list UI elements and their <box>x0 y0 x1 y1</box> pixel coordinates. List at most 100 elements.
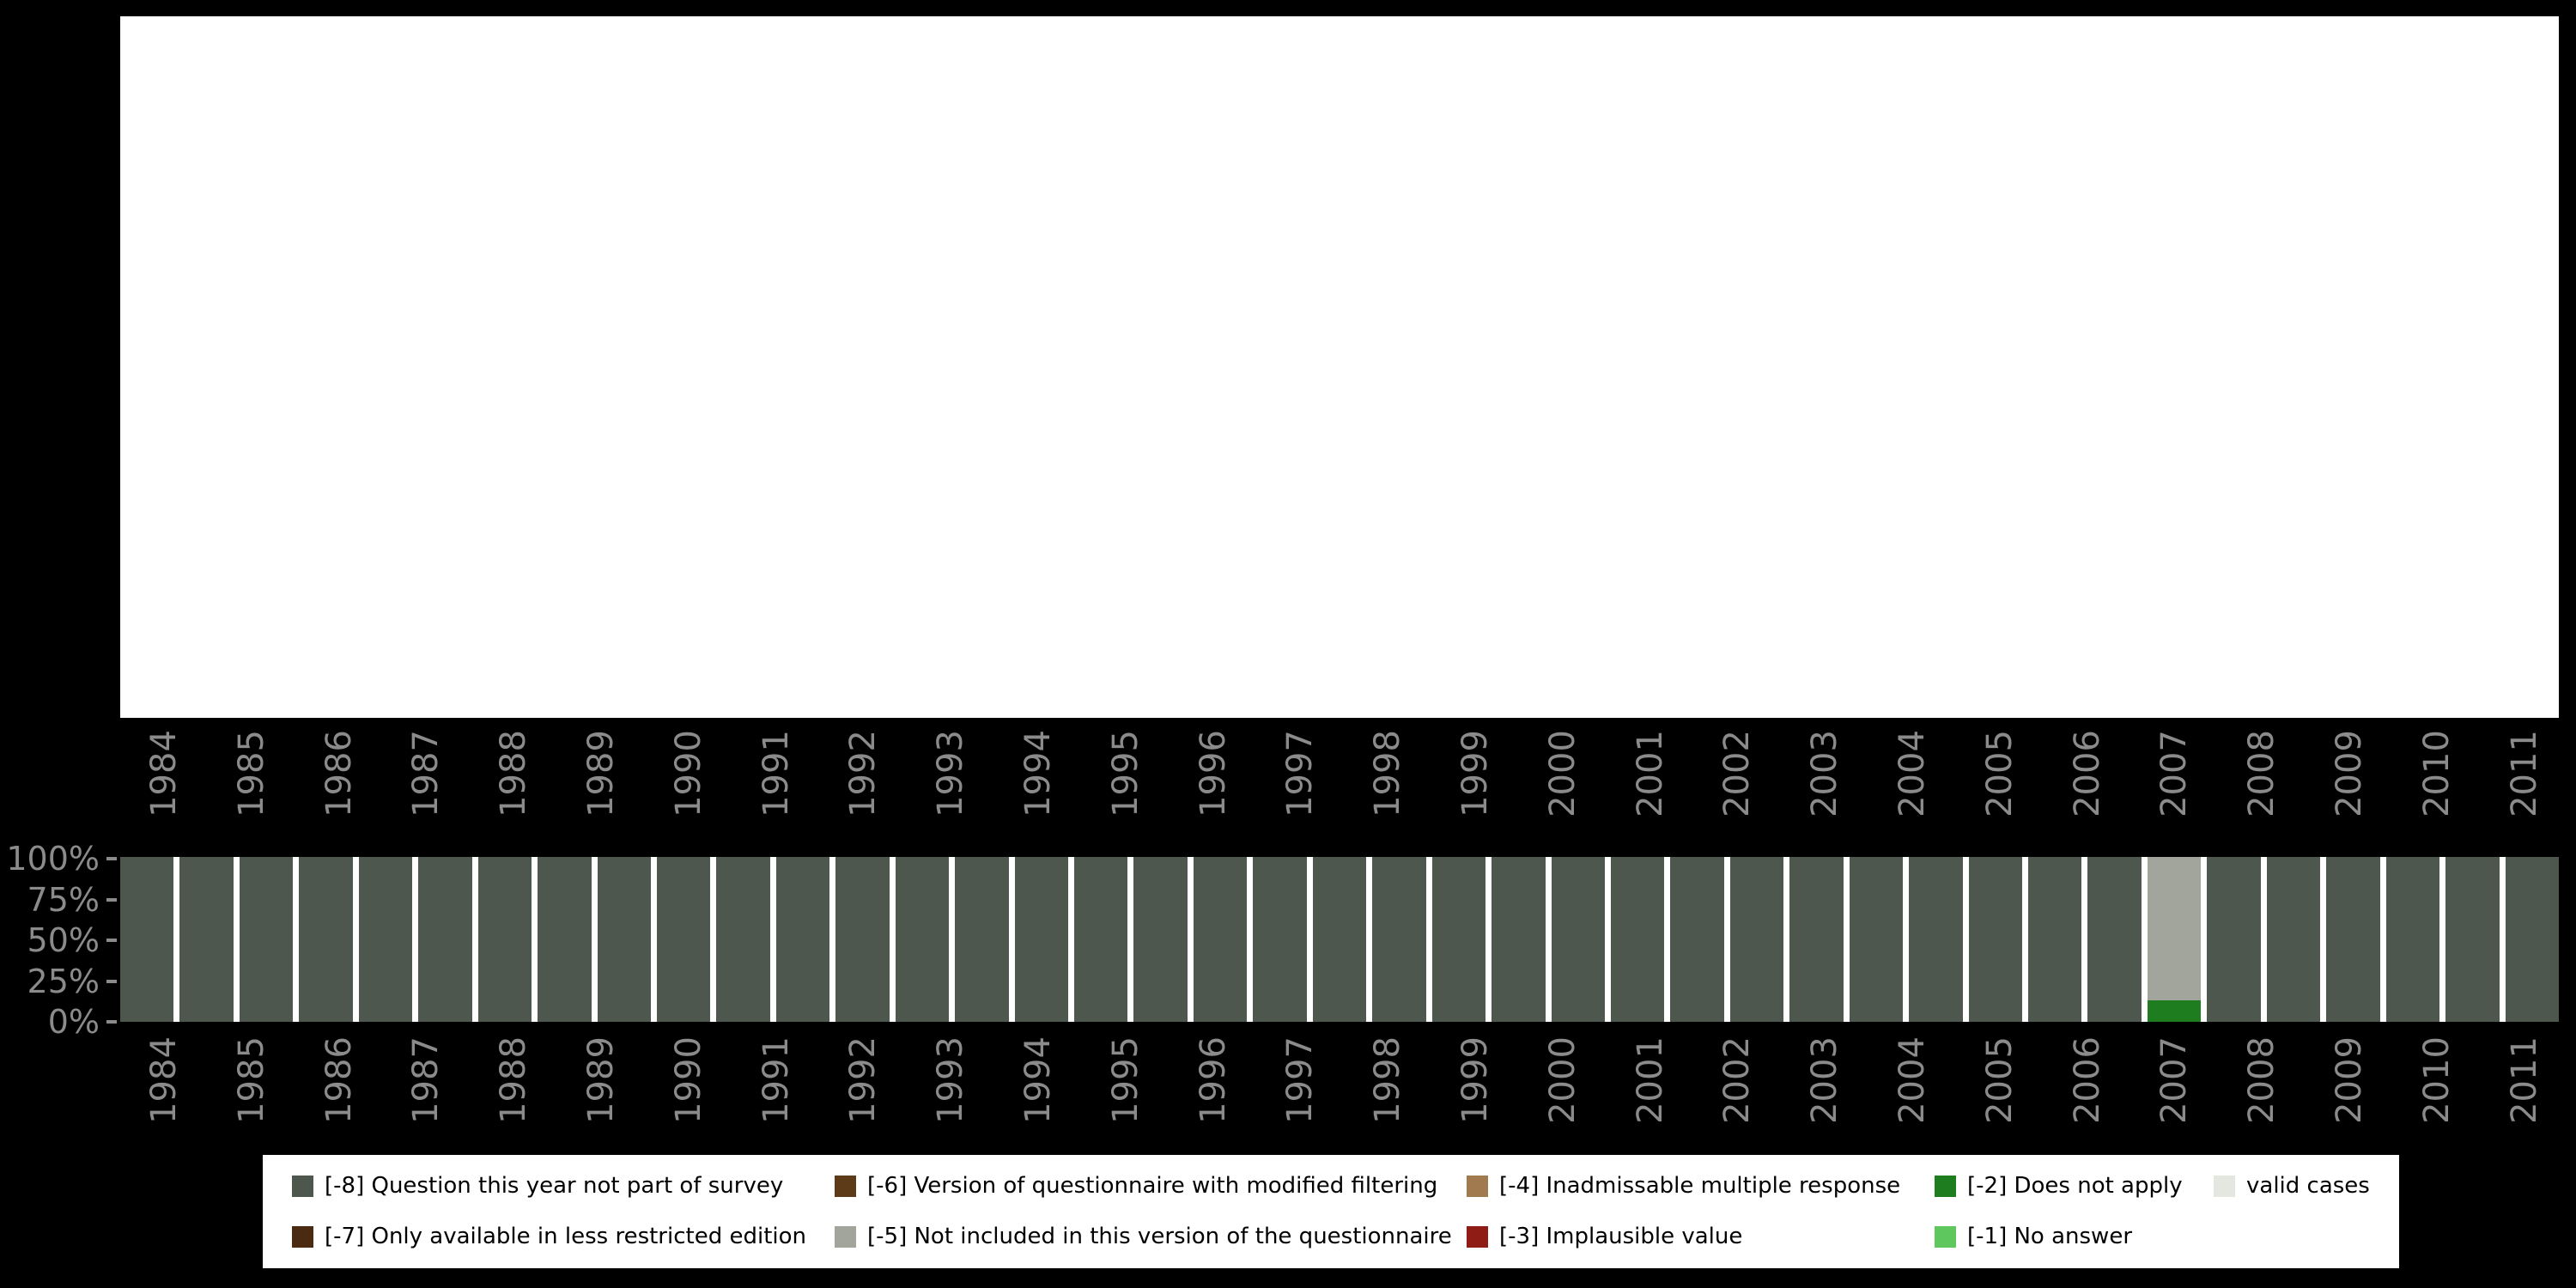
bar-segment <box>1968 857 2022 1022</box>
year-tick-label: 1993 <box>931 730 971 817</box>
year-tick-label: 2006 <box>2067 730 2107 817</box>
bar-segment <box>2147 857 2202 1001</box>
year-tick-label: 1993 <box>931 1036 971 1124</box>
percent-tick-label: 100% <box>6 840 100 878</box>
year-tick: 2007 <box>2130 726 2218 822</box>
bar-1986 <box>239 857 294 1022</box>
bar-segment <box>239 857 294 1022</box>
bar-segment <box>1551 857 1605 1022</box>
year-tick: 1985 <box>208 1032 295 1128</box>
legend-label: [-5] Not included in this version of the… <box>867 1223 1452 1249</box>
bar-segment <box>835 857 890 1022</box>
bar-segment <box>2087 857 2142 1022</box>
year-tick: 2000 <box>1519 726 1607 822</box>
year-tick-label: 1986 <box>319 1036 359 1124</box>
legend-item: [-4] Inadmissable multiple response <box>1467 1173 1935 1200</box>
year-tick-label: 1998 <box>1368 1036 1408 1124</box>
bar-1990 <box>477 857 532 1022</box>
year-tick-label: 2011 <box>2504 1036 2544 1124</box>
year-tick-label: 1999 <box>1455 1036 1495 1124</box>
year-tick-label: 2004 <box>1892 1036 1932 1124</box>
year-tick: 1997 <box>1256 726 1344 822</box>
bar-1998 <box>955 857 1009 1022</box>
year-tick-label: 2005 <box>1979 730 2020 817</box>
bar-segment <box>895 857 950 1022</box>
year-tick-label: 1998 <box>1368 730 1408 817</box>
bar-segment <box>477 857 532 1022</box>
percent-tick-label: 0% <box>47 1003 100 1041</box>
legend-swatch <box>835 1225 856 1248</box>
year-tick-label: 1996 <box>1193 730 1233 817</box>
year-tick-label: 1997 <box>1280 730 1321 817</box>
bar-segment <box>2207 857 2261 1022</box>
year-tick-label: 2004 <box>1892 730 1932 817</box>
year-tick: 2003 <box>1781 726 1868 822</box>
bar-1992 <box>597 857 651 1022</box>
year-tick: 1991 <box>732 726 820 822</box>
year-tick: 1995 <box>1082 726 1170 822</box>
year-tick-label: 2009 <box>2329 730 2369 817</box>
bar-segment <box>2147 1000 2202 1022</box>
legend-label: valid cases <box>2246 1173 2370 1200</box>
year-tick-label: 1992 <box>843 1036 884 1124</box>
bar-segment <box>2266 857 2321 1022</box>
bar-segment <box>1014 857 1068 1022</box>
year-tick: 1987 <box>382 726 470 822</box>
year-tick-label: 2000 <box>1542 1036 1583 1124</box>
year-tick: 2005 <box>1956 726 2044 822</box>
year-tick: 2009 <box>2306 726 2393 822</box>
bar-segment <box>1372 857 1426 1022</box>
year-tick: 1996 <box>1170 1032 1257 1128</box>
bar-segment <box>1133 857 1188 1022</box>
year-tick-label: 2002 <box>1717 730 1758 817</box>
bar-2023 <box>2445 857 2500 1022</box>
legend-label: [-8] Question this year not part of surv… <box>325 1173 784 1200</box>
bar-segment <box>1670 857 1724 1022</box>
year-tick: 1993 <box>907 726 994 822</box>
year-tick: 2008 <box>2218 1032 2306 1128</box>
bar-1994 <box>716 857 770 1022</box>
year-tick: 2012 <box>2567 726 2576 822</box>
percent-tick-mark <box>106 979 117 983</box>
bar-2019 <box>2207 857 2261 1022</box>
year-tick-label: 1991 <box>756 1036 796 1124</box>
year-tick-label: 2003 <box>1805 730 1845 817</box>
year-tick-label: 2003 <box>1805 1036 1845 1124</box>
year-tick-label: 2009 <box>2329 1036 2369 1124</box>
bar-2018 <box>2147 857 2202 1022</box>
year-tick: 1997 <box>1256 1032 1344 1128</box>
year-tick: 2000 <box>1519 1032 1607 1128</box>
bar-2003 <box>1253 857 1307 1022</box>
bar-segment <box>1909 857 1963 1022</box>
year-tick-label: 1986 <box>319 730 359 817</box>
year-axis-top: 1984 1985 1986 1987 1988 1989 1990 1991 1992 1993… <box>120 726 2559 822</box>
bar-segment <box>1729 857 1784 1022</box>
year-tick: 1992 <box>819 1032 907 1128</box>
legend-swatch <box>1467 1225 1488 1248</box>
year-tick: 2006 <box>2044 1032 2131 1128</box>
bar-2020 <box>2266 857 2321 1022</box>
bar-2014 <box>1909 857 1963 1022</box>
year-tick: 1993 <box>907 1032 994 1128</box>
bars <box>120 857 2559 1022</box>
percent-axis: 100% 75% 50% 25% 0% <box>0 842 118 1038</box>
year-tick-label: 2006 <box>2067 1036 2107 1124</box>
bar-segment <box>120 857 174 1022</box>
legend-item: [-3] Implausible value <box>1467 1224 1935 1250</box>
year-tick-label: 2002 <box>1717 1036 1758 1124</box>
year-tick: 1989 <box>557 1032 645 1128</box>
year-tick: 2005 <box>1956 1032 2044 1128</box>
year-tick: 1990 <box>645 1032 732 1128</box>
year-tick: 2003 <box>1781 1032 1868 1128</box>
percent-tick-mark <box>106 897 117 902</box>
year-tick: 1999 <box>1431 726 1519 822</box>
bar-1988 <box>358 857 413 1022</box>
legend-item: [-2] Does not apply <box>1935 1173 2214 1200</box>
year-tick-label: 1996 <box>1193 1036 1233 1124</box>
year-tick: 1988 <box>470 726 557 822</box>
bar-2015 <box>1968 857 2022 1022</box>
year-tick: 1999 <box>1431 1032 1519 1128</box>
bar-1984 <box>120 857 174 1022</box>
year-tick-label: 1985 <box>231 730 271 817</box>
